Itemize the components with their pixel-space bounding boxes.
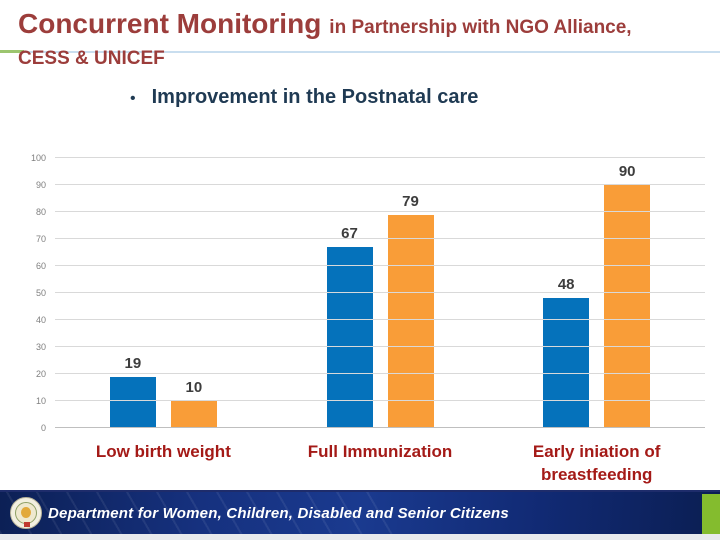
seal-base — [24, 522, 30, 527]
y-tick-label: 10 — [35, 396, 46, 406]
bullet-text: Improvement in the Postnatal care — [151, 86, 479, 108]
footer-banner: Department for Women, Children, Disabled… — [0, 490, 720, 536]
gridline — [55, 400, 705, 401]
bar-chart: 0 10 20 30 40 50 60 70 80 90 100 19 10 67 79 48 90 Low … — [0, 150, 720, 485]
orange-series-bar: 90 — [604, 163, 651, 428]
gridline — [55, 373, 705, 374]
y-tick-label: 0 — [40, 423, 46, 433]
orange-series-bar: 10 — [170, 379, 217, 428]
gridline — [55, 265, 705, 266]
bars-row: 19 10 67 79 48 90 — [55, 158, 705, 428]
orange-series-bar: 79 — [387, 193, 434, 428]
title-divider-accent — [0, 50, 24, 53]
footer-streaks — [0, 492, 396, 534]
title-suffix: in Partnership with NGO Alliance, — [329, 17, 632, 38]
bar-group: 19 10 — [55, 158, 272, 428]
bullet-line: • Improvement in the Postnatal care — [130, 86, 478, 109]
gridline — [55, 184, 705, 185]
gridline — [55, 346, 705, 347]
title-divider-line — [0, 51, 720, 53]
blue-series-bar: 67 — [326, 225, 373, 428]
y-tick-label: 80 — [35, 207, 46, 217]
x-axis-line — [55, 427, 705, 428]
gridline — [55, 319, 705, 320]
category-label: Early iniation of breastfeeding — [532, 442, 661, 484]
y-axis: 0 10 20 30 40 50 60 70 80 90 100 — [0, 153, 46, 433]
y-tick-label: 70 — [35, 234, 46, 244]
y-tick-label: 90 — [35, 180, 46, 190]
y-tick-label: 20 — [35, 369, 46, 379]
y-tick-label: 60 — [35, 261, 46, 271]
gridline — [55, 157, 705, 158]
data-label: 10 — [185, 379, 203, 396]
title-line2: CESS & UNICEF — [18, 48, 165, 69]
seal-inner-ring — [15, 502, 37, 524]
category-label: Low birth weight — [95, 442, 231, 461]
government-seal-icon — [10, 497, 42, 529]
footer-text: Department for Women, Children, Disabled… — [48, 504, 509, 522]
seal-center — [21, 507, 31, 518]
footer-top-line — [0, 490, 720, 492]
data-label: 90 — [618, 163, 636, 180]
y-tick-label: 50 — [35, 288, 46, 298]
plot-area: 19 10 67 79 48 90 — [55, 157, 705, 428]
category-label: Full Immunization — [307, 442, 453, 461]
gridline — [55, 292, 705, 293]
data-label: 67 — [341, 225, 358, 243]
footer-bar: Department for Women, Children, Disabled… — [0, 492, 720, 536]
data-label: 79 — [402, 192, 419, 210]
footer-bottom-strip — [0, 534, 720, 540]
bullet-icon: • — [130, 90, 136, 107]
gridline — [55, 238, 705, 239]
blue-series-bar: 19 — [109, 355, 156, 428]
y-tick-label: 100 — [30, 153, 46, 163]
blue-series-bar: 48 — [543, 276, 590, 428]
bar-group: 48 90 — [488, 158, 705, 428]
page-title: Concurrent Monitoring in Partnership with… — [18, 8, 718, 40]
footer-accent-block — [702, 494, 720, 536]
y-tick-label: 30 — [35, 342, 46, 352]
title-main: Concurrent Monitoring — [18, 8, 322, 39]
y-tick-label: 40 — [35, 315, 46, 325]
data-label: 19 — [124, 354, 142, 372]
data-label: 48 — [557, 276, 575, 294]
gridline — [55, 211, 705, 212]
category-axis: Low birth weight Full Immunization Early i… — [55, 433, 705, 485]
bar-group: 67 79 — [272, 158, 489, 428]
